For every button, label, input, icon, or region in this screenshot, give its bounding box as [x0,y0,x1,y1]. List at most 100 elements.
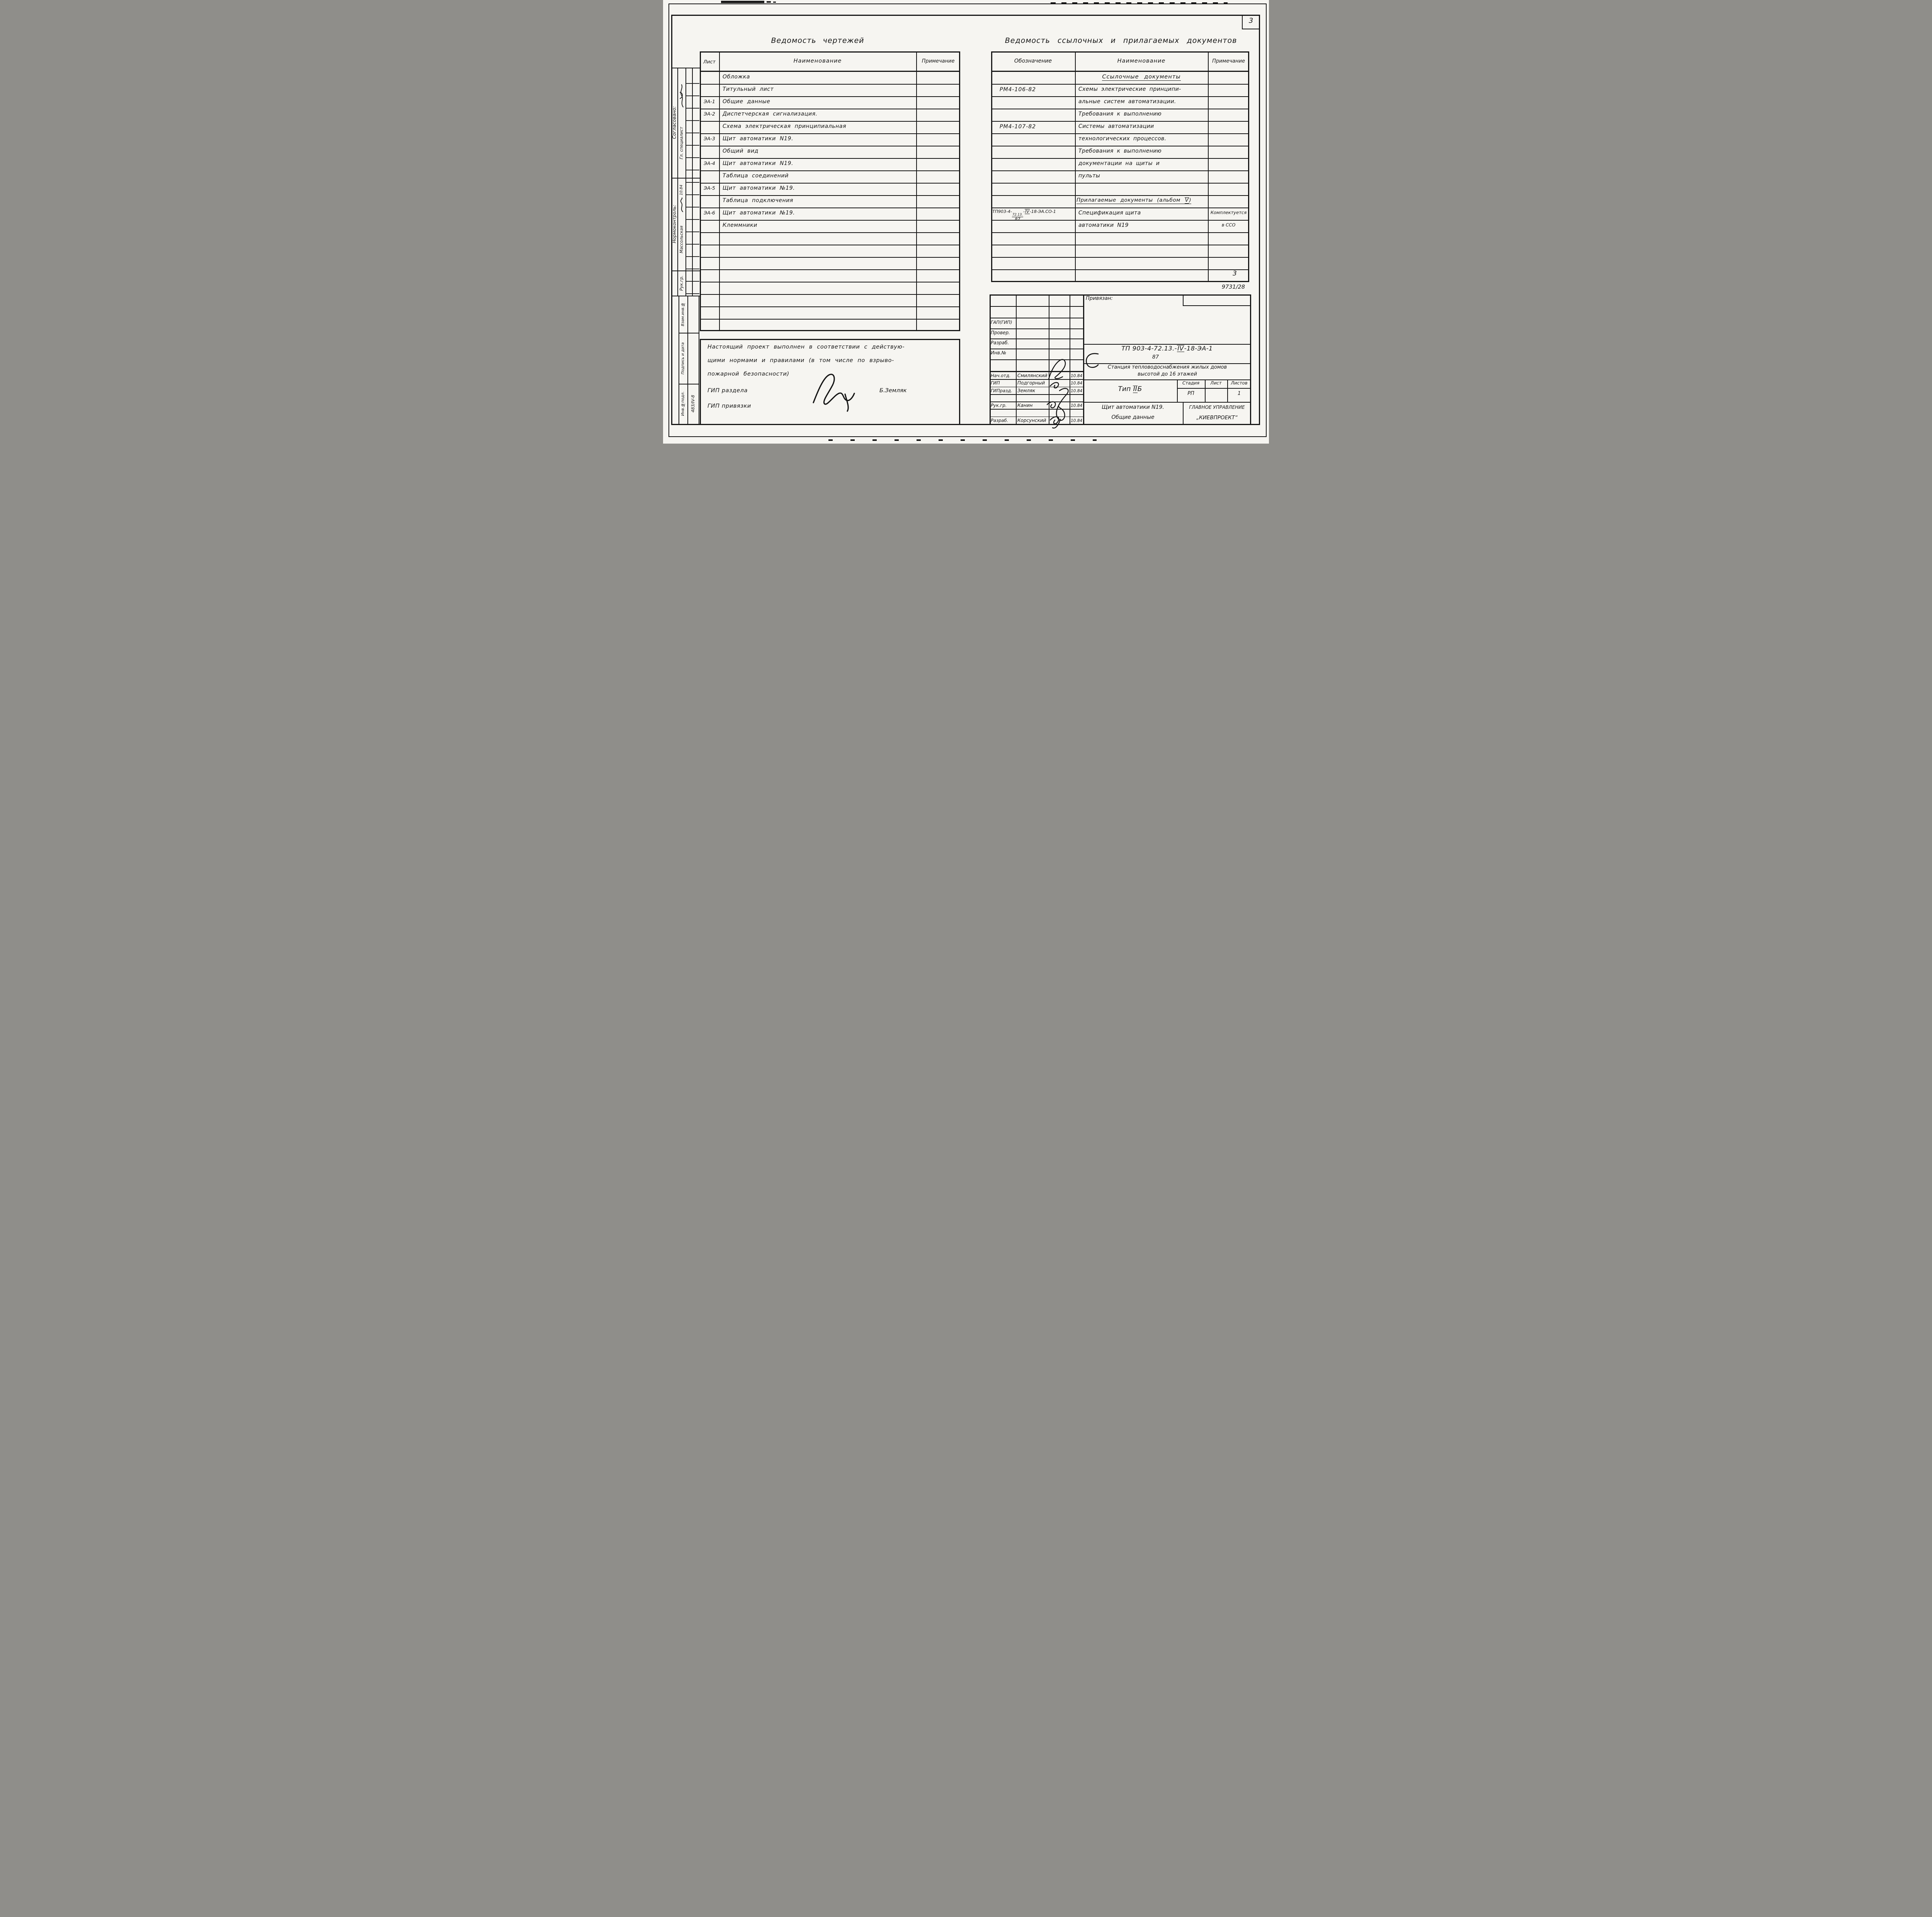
drawings-row-line [700,269,960,270]
scan-smudge [767,1,771,3]
ref-row-line [991,158,1249,159]
grid-line [1083,379,1251,380]
attached-label: Привязан: [1086,296,1113,301]
note-line-1: Настоящий проект выполнен в соответствии… [707,344,905,350]
gip-binding-label: ГИП привязки [707,403,751,409]
grid-line [991,71,1249,72]
ref-row-line [991,170,1249,171]
ref-col-note: Примечание [1212,58,1245,64]
grid-line [1083,344,1251,345]
grid-line [1183,294,1184,305]
org-line-1: ГЛАВНОЕ УПРАВЛЕНИЕ [1189,405,1245,410]
inv-number-label: Инв.№подл. [681,391,685,416]
grid-line [687,296,688,424]
ref-row-line [991,96,1249,97]
designation-roman: IV [1177,345,1184,352]
replace-inv-cell: Взам.инв.№ [679,296,687,333]
grid-line [700,339,701,424]
grid-line [990,294,991,424]
ref-row-line [991,84,1249,85]
ref-row-line [991,121,1249,122]
grid-line [991,281,1249,282]
role-inv: Инв.№ [991,350,1007,356]
grid-line [1259,15,1260,425]
pen-flourish [1086,353,1099,368]
drawings-row-name: Щит автоматики N19. [723,160,794,167]
drawings-col-sheet: Лист [703,59,716,65]
ref-row-note: в ССО [1221,222,1236,228]
ref-row-line [991,257,1249,258]
type-roman: II [1133,385,1138,393]
grid-line [1248,51,1249,282]
inv-number-value: 483/IV-8 [690,395,696,413]
drawings-row-sheet: ЭА-1 [704,99,715,104]
grid-line [1242,15,1243,29]
grid-line [991,51,992,282]
sheet-number-annotation: 3 [1233,270,1237,277]
person-name: Подгорный [1017,380,1045,386]
ref-row-name: Требования к выполнению [1078,111,1162,117]
grid-line [671,424,1260,425]
sheets-label: Листов [1231,380,1248,386]
scan-dashes-top [1051,2,1228,4]
people-row-line [990,394,1083,395]
drawings-row-name: Схема электрическая принципиальная [723,123,847,129]
ref-row-name: Спецификация щита [1078,210,1141,216]
drawings-row-name: Общие данные [723,99,770,105]
grid-line [990,371,1083,372]
designation-post: -18-ЭА-1 [1184,345,1213,352]
drawings-row-sheet: ЭА-6 [704,210,715,216]
gip-name: Б.Земляк [879,388,907,394]
agreed-name: Гл. специалист [679,126,684,160]
drawings-list-title: Ведомость чертежей [771,36,864,45]
people-row-line [990,409,1083,410]
grid-line [1183,305,1251,306]
ref-row-name: Требования к выполнению [1078,148,1162,154]
object-line-2: высотой до 16 этажей [1138,371,1197,377]
sidebar-minicells-1 [685,71,692,296]
ref-row-name: технологических процессов. [1078,136,1167,142]
grid-line [1177,379,1178,402]
ref-row-name: пульты [1078,173,1100,179]
gip-section-label: ГИП раздела [707,388,748,394]
ref-section-header: Ссылочные документы [1075,74,1208,81]
grid-line [1177,388,1251,389]
album-roman: V [1184,197,1189,204]
sheets-value: 1 [1237,391,1241,396]
replace-inv-label: Взам.инв.№ [681,302,685,327]
drawings-row-name: Таблица подключения [723,197,793,204]
person-role: Разраб. [991,417,1009,423]
note-line-3: пожарной безопасности) [707,371,789,377]
inv-number-cell: Инв.№подл. [679,384,687,424]
ref-row-line [991,232,1249,233]
ref-row-note: Комплектуется [1210,210,1247,215]
person-role: Рук.гр. [991,403,1007,408]
grid-line [1250,294,1251,424]
person-date: 10.84 [1071,418,1083,423]
grid-line [1227,379,1228,402]
person-name: Канин [1017,403,1033,408]
drawings-row-name: Диспетчерская сигнализация. [723,111,818,117]
people-row-line [990,379,1083,380]
drawings-row-line [700,96,960,97]
drawings-row-name: Обложка [723,74,750,80]
drawings-row-line [700,306,960,307]
building-type: Тип IIБ [1083,385,1177,393]
role-gap-gip: ГАП(ГИП) [991,320,1012,325]
drawing-sheet: 3 Ведомость чертежей Лист Наименование П… [663,0,1269,444]
drawings-row-line [700,257,960,258]
ref-list-title: Ведомость ссылочных и прилагаемых докуме… [1005,36,1237,45]
drawings-row-name: Щит автоматики №19. [723,210,795,216]
ref-special-designation: ТП903-4- 72.13. 87 -IV-18-ЭА.СО-1 [992,209,1056,222]
ref-row-line [991,269,1249,270]
grid-line [990,328,1083,329]
type-project-designation: ТП 903-4-72.13.-IV-18-ЭА-1 [1083,345,1251,352]
grid-line [719,51,720,331]
grid-line [700,51,701,331]
drawings-row-line [700,170,960,171]
sign-date-cell: Подпись и дата [679,333,687,384]
drawings-row-sheet: ЭА-3 [704,136,715,141]
grid-line [668,3,669,437]
ref-section-header-text: Ссылочные документы [1102,74,1181,81]
grid-line [1083,402,1251,403]
